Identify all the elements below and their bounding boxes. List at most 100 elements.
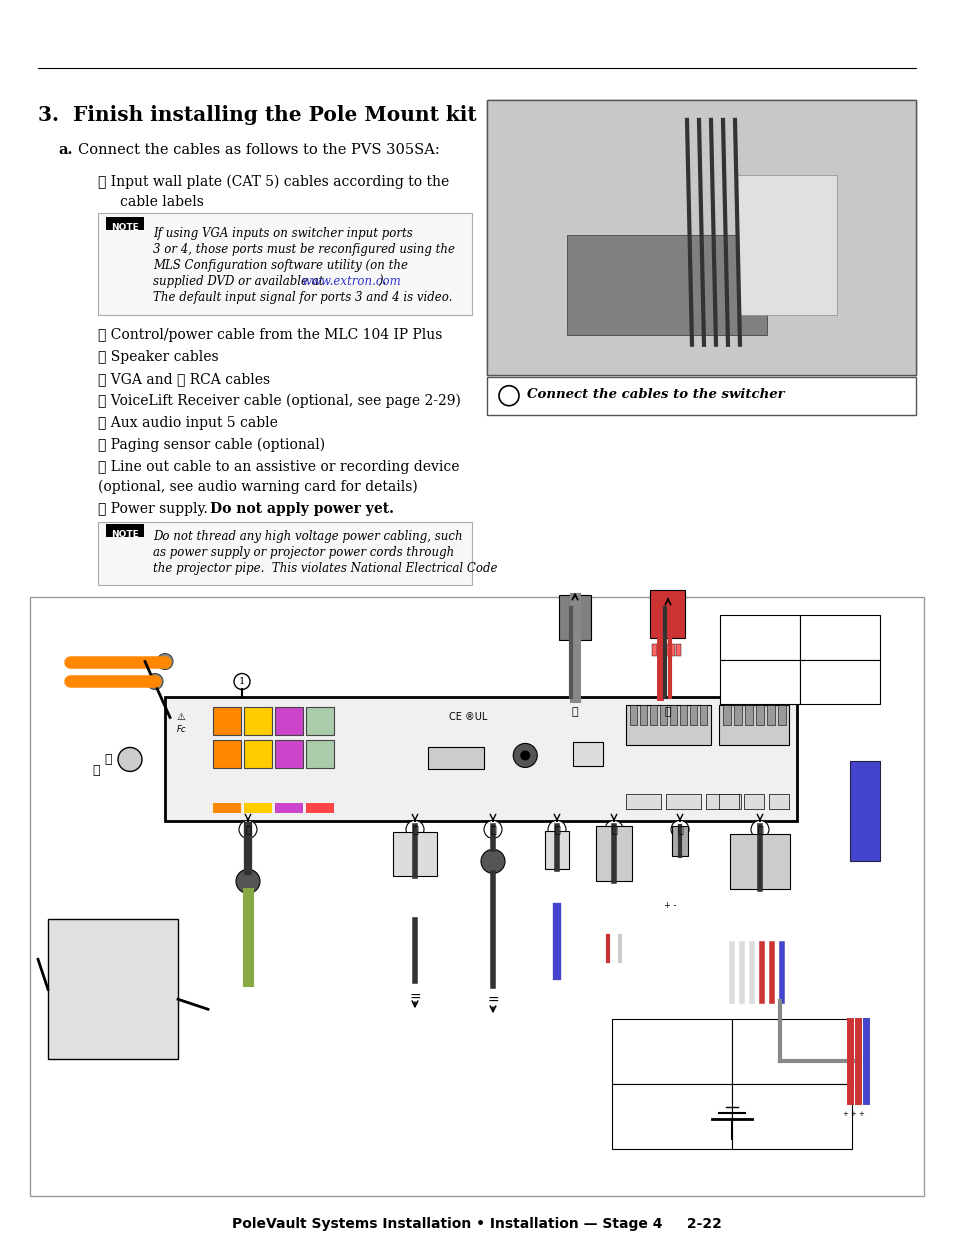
Bar [486, 377, 915, 415]
Bar [705, 794, 740, 809]
Text: ⚠: ⚠ [177, 713, 186, 722]
Text: ⑨ Line out cable to an assistive or recording device: ⑨ Line out cable to an assistive or reco… [98, 459, 459, 474]
Text: www.extron.com: www.extron.com [301, 275, 400, 288]
Bar [700, 705, 706, 725]
Text: The default input signal for ports 3 and 4 is video.: The default input signal for ports 3 and… [152, 290, 452, 304]
Bar [486, 100, 915, 374]
Circle shape [471, 757, 476, 762]
Text: ②: ② [757, 825, 762, 834]
Circle shape [452, 757, 456, 762]
Text: 3 or 4, those ports must be reconfigured using the: 3 or 4, those ports must be reconfigured… [152, 243, 455, 256]
Bar [731, 1084, 851, 1149]
Bar [106, 524, 144, 536]
Text: NOTE: NOTE [111, 222, 139, 232]
Circle shape [452, 751, 456, 756]
Bar [679, 705, 687, 725]
Bar [639, 705, 647, 725]
Text: ⑦: ⑦ [611, 825, 617, 834]
Text: If using VGA inputs on switcher input ports: If using VGA inputs on switcher input po… [152, 227, 413, 240]
Circle shape [239, 820, 256, 839]
Text: CE ®UL: CE ®UL [449, 713, 487, 722]
Bar [768, 794, 788, 809]
Text: ⑧: ⑧ [677, 825, 682, 834]
Text: ⑥: ⑥ [554, 825, 559, 834]
Bar [778, 705, 785, 725]
Circle shape [461, 757, 465, 762]
Text: 3.  Finish installing the Pole Mount kit: 3. Finish installing the Pole Mount kit [38, 105, 476, 125]
Bar [98, 521, 472, 584]
Bar [719, 705, 788, 746]
Bar [719, 794, 739, 809]
Bar [665, 794, 700, 809]
Text: ⑩: ⑩ [105, 753, 112, 766]
Bar [98, 212, 472, 315]
Bar [306, 741, 334, 768]
Bar [612, 1019, 731, 1084]
Circle shape [436, 763, 440, 767]
Bar [612, 1084, 731, 1149]
Circle shape [461, 751, 465, 756]
Bar [486, 100, 915, 374]
Bar [649, 589, 684, 637]
Bar [690, 705, 697, 725]
Circle shape [670, 820, 688, 839]
Circle shape [547, 820, 565, 839]
Bar [658, 643, 662, 656]
Text: Connect the cables as follows to the PVS 305SA:: Connect the cables as follows to the PVS… [78, 143, 439, 157]
Circle shape [432, 751, 436, 756]
Bar [274, 741, 303, 768]
Bar [650, 705, 657, 725]
Bar [676, 643, 680, 656]
Bar [427, 747, 483, 769]
Text: supplied DVD or available at: supplied DVD or available at [152, 275, 327, 288]
Bar [671, 826, 687, 856]
Bar [274, 804, 303, 814]
Text: ).: ). [377, 275, 386, 288]
Text: as power supply or projector power cords through: as power supply or projector power cords… [152, 546, 454, 558]
Text: ④ VGA and ⑤ RCA cables: ④ VGA and ⑤ RCA cables [98, 372, 270, 385]
Text: ①: ① [245, 825, 251, 834]
Circle shape [406, 820, 423, 839]
Text: (optional, see audio warning card for details): (optional, see audio warning card for de… [98, 479, 417, 494]
Text: ⑦ Aux audio input 5 cable: ⑦ Aux audio input 5 cable [98, 416, 277, 430]
Text: ③: ③ [664, 708, 671, 718]
Bar [165, 698, 796, 821]
Bar [244, 804, 272, 814]
Bar [722, 705, 731, 725]
Bar [306, 804, 334, 814]
Text: Do not thread any high voltage power cabling, such: Do not thread any high voltage power cab… [152, 530, 462, 542]
Circle shape [233, 673, 250, 689]
Circle shape [118, 747, 142, 772]
Bar [274, 708, 303, 736]
Bar [106, 217, 144, 230]
Bar [558, 594, 590, 640]
Bar [596, 826, 631, 882]
Text: 1: 1 [238, 677, 245, 685]
Bar [744, 705, 753, 725]
Bar [659, 705, 667, 725]
Bar [244, 741, 272, 768]
Bar [756, 705, 763, 725]
Text: NOTE: NOTE [111, 530, 139, 538]
Text: +: + [857, 1112, 863, 1118]
Circle shape [432, 757, 436, 762]
Circle shape [513, 743, 537, 767]
Text: ⑨: ⑨ [571, 708, 578, 718]
Bar [573, 742, 603, 767]
Bar [743, 794, 763, 809]
Bar [393, 832, 436, 877]
Bar [626, 705, 711, 746]
Circle shape [446, 763, 450, 767]
Bar [630, 705, 637, 725]
Circle shape [456, 763, 460, 767]
Text: the projector pipe.  This violates National Electrical Code: the projector pipe. This violates Nation… [152, 562, 497, 574]
Bar [849, 762, 879, 861]
Text: =: = [487, 994, 498, 1008]
Bar [670, 705, 677, 725]
Text: =: = [409, 992, 420, 1005]
Text: ① Input wall plate (CAT 5) cables according to the: ① Input wall plate (CAT 5) cables accord… [98, 175, 449, 189]
Text: ⑥ VoiceLift Receiver cable (optional, see page 2-29): ⑥ VoiceLift Receiver cable (optional, se… [98, 394, 460, 408]
Text: ③ Speaker cables: ③ Speaker cables [98, 350, 218, 364]
Bar [30, 597, 923, 1197]
Circle shape [480, 850, 504, 873]
